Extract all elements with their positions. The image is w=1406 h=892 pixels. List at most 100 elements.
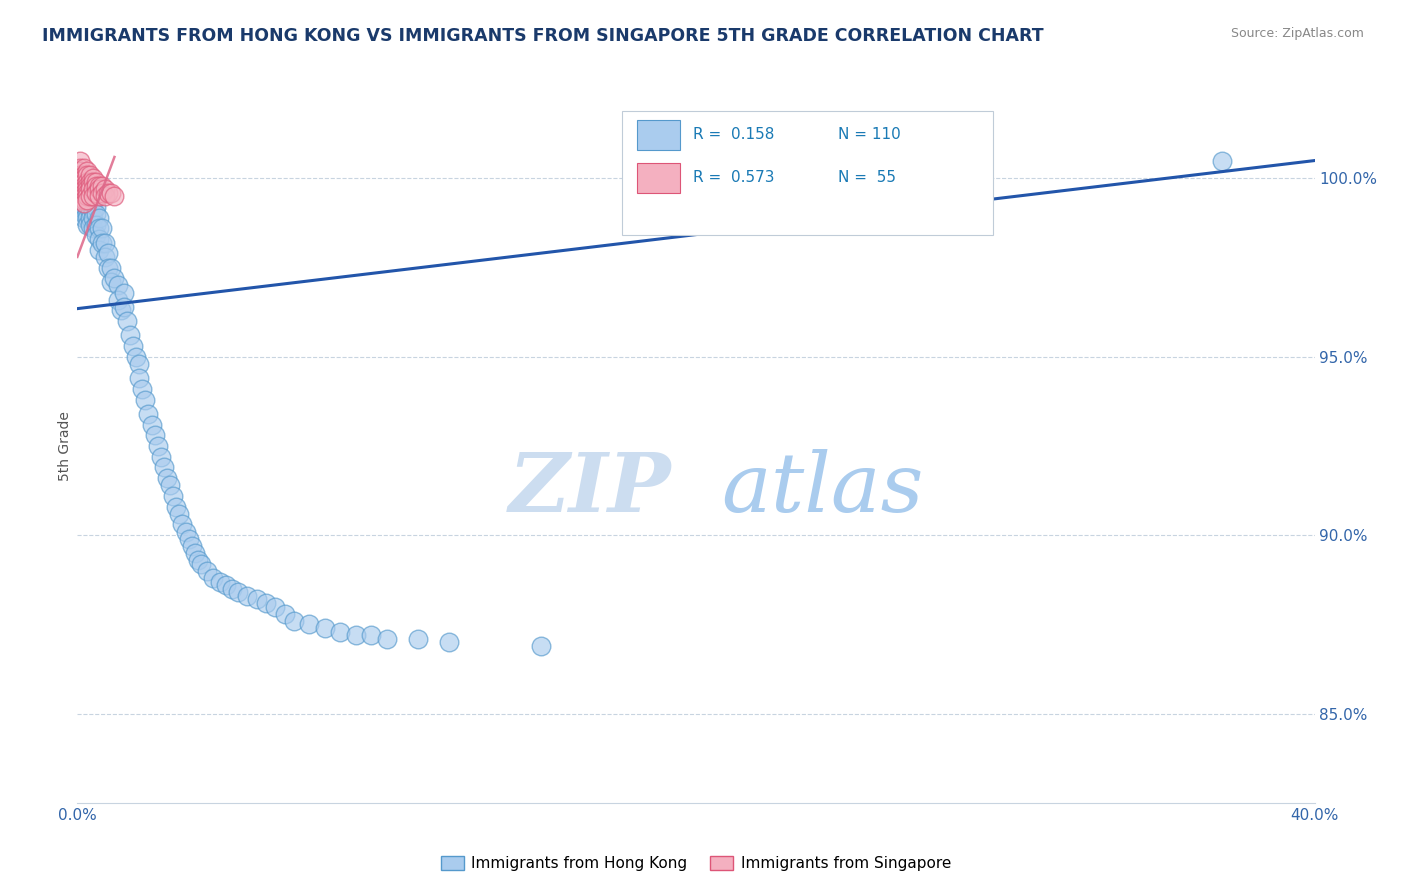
Point xyxy=(84,228,107,243)
Point xyxy=(146,439,169,453)
Text: R =  0.158: R = 0.158 xyxy=(693,128,775,143)
Point xyxy=(84,175,107,189)
Point xyxy=(69,178,91,193)
Point xyxy=(254,596,277,610)
Point xyxy=(69,153,91,168)
Point xyxy=(79,168,101,182)
Point xyxy=(87,211,110,225)
Point xyxy=(87,221,110,235)
Point xyxy=(72,196,94,211)
Point xyxy=(76,196,98,211)
Point xyxy=(79,178,101,193)
Point xyxy=(82,221,104,235)
Point xyxy=(226,585,249,599)
Point xyxy=(72,196,94,211)
Text: N =  55: N = 55 xyxy=(838,170,896,186)
Point xyxy=(76,207,98,221)
Point xyxy=(72,171,94,186)
Point xyxy=(360,628,382,642)
Point xyxy=(159,478,181,492)
FancyBboxPatch shape xyxy=(637,120,681,150)
Point xyxy=(72,193,94,207)
Point xyxy=(195,564,218,578)
Point xyxy=(184,546,207,560)
Text: N = 110: N = 110 xyxy=(838,128,901,143)
Point xyxy=(100,186,122,200)
Point xyxy=(87,182,110,196)
Point xyxy=(69,186,91,200)
Point xyxy=(156,471,179,485)
Point xyxy=(112,300,135,314)
Point xyxy=(94,250,117,264)
Point xyxy=(128,357,150,371)
Point xyxy=(221,582,243,596)
Point xyxy=(177,532,200,546)
Point xyxy=(76,186,98,200)
Point xyxy=(79,182,101,196)
Point xyxy=(69,193,91,207)
Point xyxy=(87,232,110,246)
Point xyxy=(87,178,110,193)
Point xyxy=(72,178,94,193)
Legend: Immigrants from Hong Kong, Immigrants from Singapore: Immigrants from Hong Kong, Immigrants fr… xyxy=(434,850,957,877)
Point xyxy=(69,200,91,214)
Point xyxy=(69,203,91,218)
Point xyxy=(174,524,197,539)
Point xyxy=(91,221,114,235)
FancyBboxPatch shape xyxy=(637,162,681,193)
Text: IMMIGRANTS FROM HONG KONG VS IMMIGRANTS FROM SINGAPORE 5TH GRADE CORRELATION CHA: IMMIGRANTS FROM HONG KONG VS IMMIGRANTS … xyxy=(42,27,1043,45)
Point xyxy=(69,186,91,200)
Point xyxy=(76,218,98,232)
Point xyxy=(82,189,104,203)
Point xyxy=(69,164,91,178)
Point xyxy=(107,293,129,307)
Point xyxy=(72,193,94,207)
Point xyxy=(91,235,114,250)
Point xyxy=(69,175,91,189)
Point xyxy=(69,161,91,175)
Point xyxy=(91,178,114,193)
Point xyxy=(134,392,156,407)
Point xyxy=(112,285,135,300)
Point xyxy=(165,500,187,514)
Point xyxy=(149,450,172,464)
Point xyxy=(72,211,94,225)
Point xyxy=(76,182,98,196)
Point xyxy=(79,218,101,232)
Point xyxy=(107,278,129,293)
Point xyxy=(153,460,176,475)
Point xyxy=(100,260,122,275)
Point xyxy=(82,203,104,218)
Point xyxy=(162,489,184,503)
Point xyxy=(79,211,101,225)
Point xyxy=(69,193,91,207)
Point xyxy=(76,175,98,189)
Point xyxy=(82,189,104,203)
Point xyxy=(72,168,94,182)
Point xyxy=(76,189,98,203)
Point xyxy=(1211,153,1233,168)
Point xyxy=(84,186,107,200)
Point xyxy=(69,182,91,196)
Point xyxy=(69,182,91,196)
Point xyxy=(437,635,460,649)
Point xyxy=(141,417,163,432)
Point xyxy=(283,614,305,628)
Point xyxy=(79,182,101,196)
Point xyxy=(190,557,212,571)
Point xyxy=(79,189,101,203)
Point xyxy=(87,243,110,257)
Point xyxy=(84,178,107,193)
Point xyxy=(344,628,367,642)
Point xyxy=(72,182,94,196)
Point xyxy=(69,178,91,193)
Point xyxy=(79,189,101,203)
Point xyxy=(76,186,98,200)
Text: ZIP: ZIP xyxy=(509,449,671,529)
Point xyxy=(76,200,98,214)
Point xyxy=(72,207,94,221)
Point xyxy=(169,507,191,521)
Point xyxy=(69,168,91,182)
Point xyxy=(76,189,98,203)
Point xyxy=(76,211,98,225)
